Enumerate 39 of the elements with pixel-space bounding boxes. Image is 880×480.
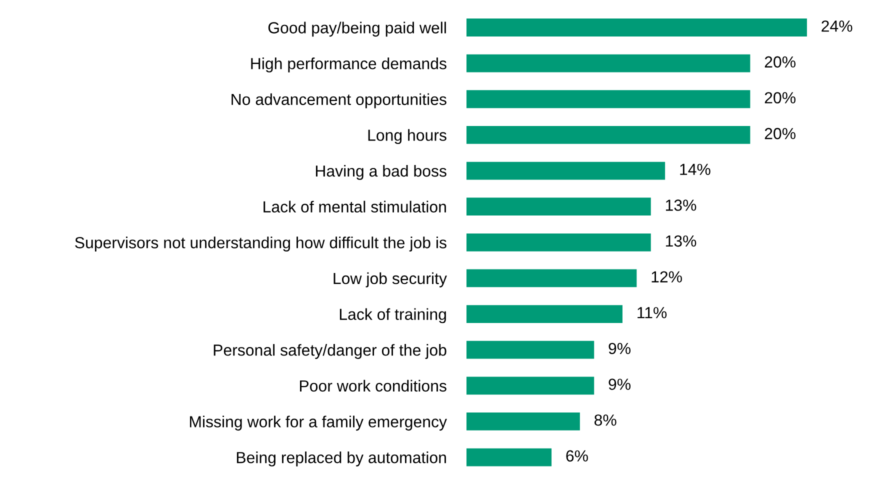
bar — [466, 198, 651, 216]
y-tick-label: Having a bad boss — [316, 164, 446, 180]
bar — [466, 54, 750, 72]
data-label: 13% — [666, 235, 696, 247]
bar — [466, 233, 651, 252]
y-tick-label: High performance demands — [251, 58, 446, 72]
data-label: 8% — [594, 414, 616, 426]
y-tick-label: Low job security — [334, 272, 447, 288]
y-tick-label: Being replaced by automation — [236, 452, 446, 466]
data-label: 9% — [608, 342, 631, 354]
bar — [466, 305, 622, 323]
y-tick-label: Lack of mental stimulation — [264, 200, 446, 213]
data-label: 11% — [638, 307, 667, 318]
y-tick-label: Poor work conditions — [300, 380, 446, 392]
data-label: 24% — [822, 20, 852, 32]
bar — [466, 412, 580, 430]
bar — [466, 90, 750, 108]
y-tick-label: No advancement opportunities — [232, 93, 446, 108]
bar — [466, 269, 637, 288]
y-tick-label: Lack of training — [340, 308, 446, 324]
bar — [466, 448, 552, 466]
y-tick-label: Good pay/being paid well — [268, 22, 446, 37]
y-tick-label: Missing work for a family emergency — [190, 416, 447, 431]
bar — [466, 126, 750, 144]
data-label: 12% — [652, 271, 682, 282]
data-label: 13% — [666, 200, 696, 211]
data-label: 20% — [764, 92, 796, 104]
data-label: 9% — [608, 378, 631, 390]
y-tick-label: Personal safety/danger of the job — [214, 344, 446, 359]
y-tick-label: Supervisors not understanding how difficult the job is — [75, 236, 446, 252]
data-label: 6% — [566, 450, 588, 462]
y-tick-label: Long hours — [368, 129, 446, 144]
bar — [466, 18, 807, 36]
data-label: 20% — [764, 56, 796, 68]
data-label: 20% — [764, 128, 796, 140]
bar — [466, 162, 666, 180]
data-label: 14% — [680, 164, 710, 175]
bar — [466, 376, 594, 395]
bar — [466, 340, 594, 359]
